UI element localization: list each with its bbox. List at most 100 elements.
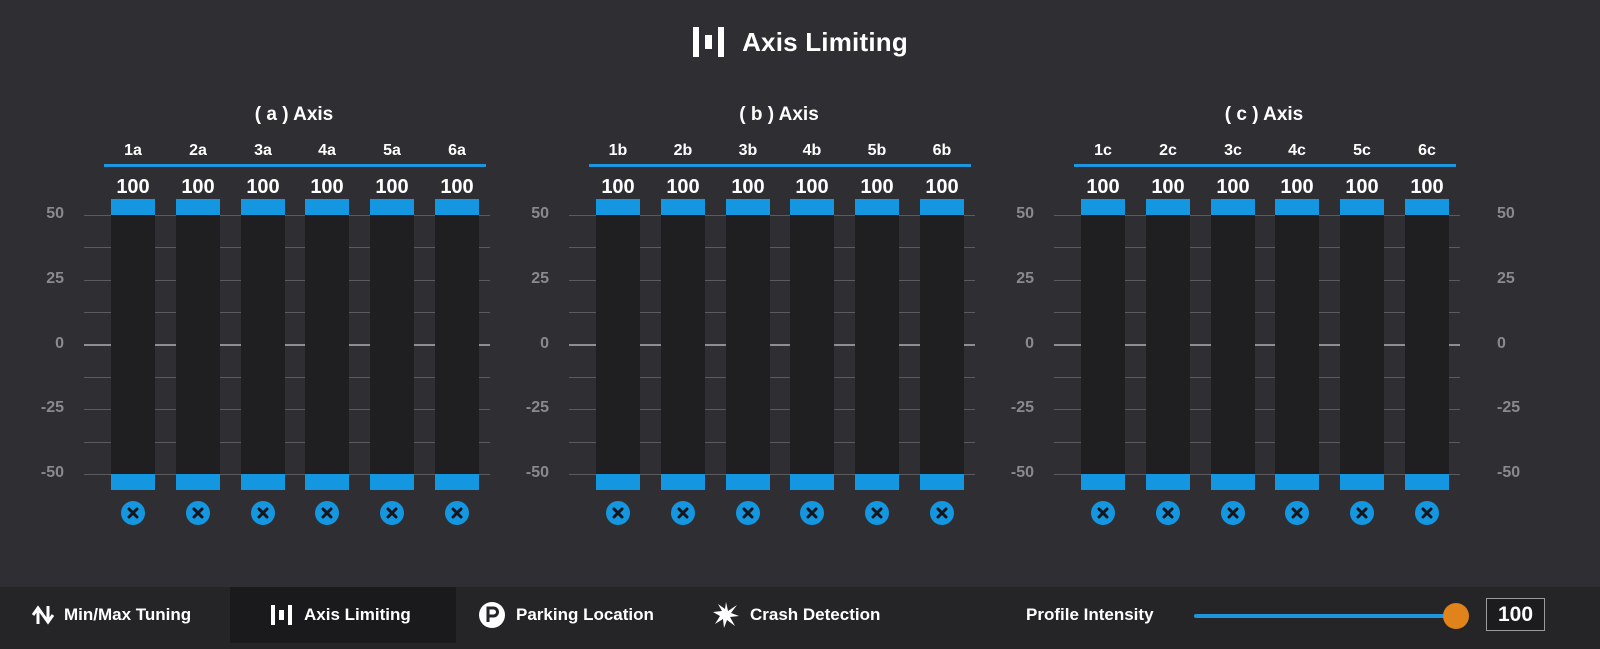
- upper-limit-handle[interactable]: [855, 199, 899, 215]
- reset-limit-button[interactable]: [1350, 501, 1374, 525]
- tab-axis-limiting[interactable]: Axis Limiting: [230, 587, 456, 643]
- grid-line-minor: [84, 441, 490, 443]
- profile-intensity-value[interactable]: 100: [1486, 598, 1545, 631]
- reset-limit-button[interactable]: [445, 501, 469, 525]
- lower-limit-handle[interactable]: [1340, 474, 1384, 490]
- upper-limit-handle[interactable]: [1211, 199, 1255, 215]
- upper-limit-handle[interactable]: [596, 199, 640, 215]
- upper-limit-handle[interactable]: [1146, 199, 1190, 215]
- close-icon: [1421, 507, 1433, 519]
- axis-group-title: ( b ) Axis: [739, 104, 819, 125]
- lower-limit-handle[interactable]: [596, 474, 640, 490]
- profile-intensity-slider[interactable]: [1194, 614, 1456, 618]
- reset-limit-button[interactable]: [865, 501, 889, 525]
- upper-limit-handle[interactable]: [241, 199, 285, 215]
- reset-limit-button[interactable]: [1091, 501, 1115, 525]
- grid-line-minor: [569, 441, 975, 443]
- lower-limit-handle[interactable]: [111, 474, 155, 490]
- lower-limit-handle[interactable]: [855, 474, 899, 490]
- axis-column-value: 100: [601, 176, 635, 198]
- reset-limit-button[interactable]: [186, 501, 210, 525]
- lower-limit-handle[interactable]: [1405, 474, 1449, 490]
- lower-limit-handle[interactable]: [920, 474, 964, 490]
- axis-column-value: 100: [181, 176, 215, 198]
- grid-line-minor: [569, 247, 975, 249]
- upper-limit-handle[interactable]: [661, 199, 705, 215]
- reset-limit-button[interactable]: [736, 501, 760, 525]
- close-icon: [451, 507, 463, 519]
- axis-limit-track: [726, 215, 770, 474]
- upper-limit-handle[interactable]: [176, 199, 220, 215]
- upper-limit-handle[interactable]: [435, 199, 479, 215]
- tab-parking-location[interactable]: Parking Location: [478, 587, 688, 643]
- upper-limit-handle[interactable]: [1275, 199, 1319, 215]
- reset-limit-button[interactable]: [315, 501, 339, 525]
- upper-limit-handle[interactable]: [305, 199, 349, 215]
- upper-limit-handle[interactable]: [1081, 199, 1125, 215]
- upper-limit-handle[interactable]: [1405, 199, 1449, 215]
- axis-group-underline: [104, 164, 486, 167]
- scale-tick-label: 0: [540, 334, 549, 352]
- reset-limit-button[interactable]: [1285, 501, 1309, 525]
- up-down-arrows-icon: [32, 605, 54, 625]
- page-title: Axis Limiting: [742, 26, 908, 57]
- close-icon: [1227, 507, 1239, 519]
- tab-min-max-tuning[interactable]: Min/Max Tuning: [0, 587, 230, 643]
- axis-column-label: 3c: [1224, 142, 1242, 159]
- lower-limit-handle[interactable]: [726, 474, 770, 490]
- reset-limit-button[interactable]: [380, 501, 404, 525]
- scale-tick-label: -25: [1010, 399, 1034, 417]
- scale-tick-label: -50: [40, 464, 64, 481]
- close-icon: [1356, 507, 1368, 519]
- reset-limit-button[interactable]: [930, 501, 954, 525]
- upper-limit-handle[interactable]: [1340, 199, 1384, 215]
- lower-limit-handle[interactable]: [1275, 474, 1319, 490]
- tab-crash-detection[interactable]: Crash Detection: [712, 587, 912, 643]
- close-icon: [321, 507, 333, 519]
- lower-limit-handle[interactable]: [1081, 474, 1125, 490]
- close-icon: [1097, 507, 1109, 519]
- lower-limit-handle[interactable]: [435, 474, 479, 490]
- axis-limiting-icon: [270, 604, 294, 626]
- reset-limit-button[interactable]: [800, 501, 824, 525]
- lower-limit-handle[interactable]: [661, 474, 705, 490]
- reset-limit-button[interactable]: [1221, 501, 1245, 525]
- profile-intensity-slider-thumb[interactable]: [1443, 603, 1469, 629]
- close-icon: [257, 507, 269, 519]
- axis-limit-track: [1146, 215, 1190, 474]
- upper-limit-handle[interactable]: [920, 199, 964, 215]
- axis-column-label: 5c: [1353, 142, 1371, 159]
- axis-column-value: 100: [666, 176, 700, 198]
- reset-limit-button[interactable]: [251, 501, 275, 525]
- reset-limit-button[interactable]: [1415, 501, 1439, 525]
- reset-limit-button[interactable]: [121, 501, 145, 525]
- axis-limit-track: [1340, 215, 1384, 474]
- reset-limit-button[interactable]: [671, 501, 695, 525]
- lower-limit-handle[interactable]: [305, 474, 349, 490]
- grid-line-minor: [1054, 312, 1460, 314]
- lower-limit-handle[interactable]: [1211, 474, 1255, 490]
- grid-line-major: [84, 409, 490, 411]
- upper-limit-handle[interactable]: [790, 199, 834, 215]
- axis-column-label: 5a: [383, 142, 401, 159]
- axis-limit-track: [596, 215, 640, 474]
- reset-limit-button[interactable]: [1156, 501, 1180, 525]
- lower-limit-handle[interactable]: [176, 474, 220, 490]
- axis-limit-track: [855, 215, 899, 474]
- scale-tick-label: 25: [1016, 269, 1034, 287]
- scale-tick-label-right: -25: [1497, 399, 1521, 417]
- lower-limit-handle[interactable]: [1146, 474, 1190, 490]
- upper-limit-handle[interactable]: [726, 199, 770, 215]
- grid-line-minor: [1054, 376, 1460, 378]
- lower-limit-handle[interactable]: [790, 474, 834, 490]
- upper-limit-handle[interactable]: [370, 199, 414, 215]
- axis-group-underline: [589, 164, 971, 167]
- lower-limit-handle[interactable]: [370, 474, 414, 490]
- axis-column-value: 100: [1280, 176, 1314, 198]
- axis-column-value: 100: [440, 176, 474, 198]
- axis-column-label: 1a: [124, 142, 142, 159]
- reset-limit-button[interactable]: [606, 501, 630, 525]
- upper-limit-handle[interactable]: [111, 199, 155, 215]
- lower-limit-handle[interactable]: [241, 474, 285, 490]
- crash-burst-icon: [712, 601, 740, 629]
